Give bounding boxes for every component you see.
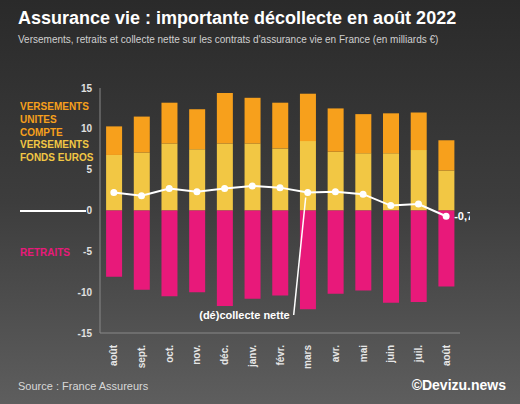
svg-text:5: 5 bbox=[86, 164, 92, 175]
svg-text:-10: -10 bbox=[78, 287, 93, 298]
svg-text:0: 0 bbox=[86, 205, 92, 216]
svg-text:déc.: déc. bbox=[219, 345, 230, 365]
svg-text:sept.: sept. bbox=[136, 345, 147, 369]
svg-text:mai: mai bbox=[358, 345, 369, 362]
svg-text:nov.: nov. bbox=[191, 345, 202, 365]
svg-text:-15: -15 bbox=[78, 328, 93, 339]
svg-text:janv.: janv. bbox=[247, 345, 258, 368]
svg-text:mars: mars bbox=[302, 345, 313, 369]
svg-text:avr.: avr. bbox=[330, 345, 341, 362]
svg-text:févr.: févr. bbox=[275, 345, 286, 366]
svg-text:10: 10 bbox=[81, 123, 93, 134]
svg-text:août: août bbox=[441, 344, 452, 366]
svg-text:juil.: juil. bbox=[413, 345, 424, 363]
svg-text:-0,7 md€: -0,7 md€ bbox=[454, 210, 470, 222]
svg-text:oct.: oct. bbox=[164, 345, 175, 363]
svg-text:juin: juin bbox=[385, 345, 396, 364]
svg-text:15: 15 bbox=[81, 83, 93, 94]
svg-text:-5: -5 bbox=[83, 246, 92, 257]
svg-text:août: août bbox=[108, 344, 119, 366]
